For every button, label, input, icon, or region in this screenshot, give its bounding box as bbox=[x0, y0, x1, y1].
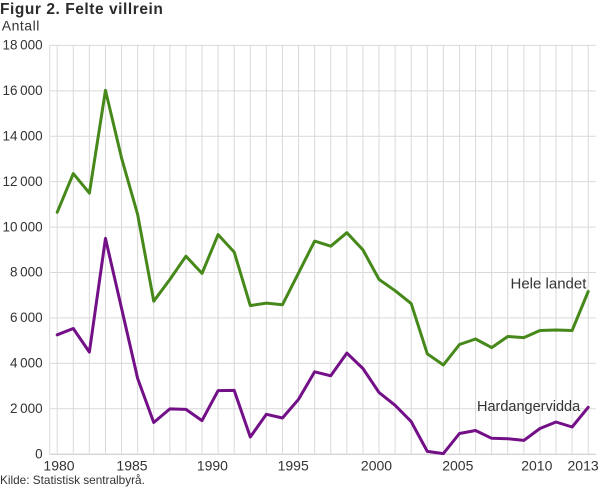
svg-text:8 000: 8 000 bbox=[10, 265, 43, 280]
svg-text:Kilde: Statistisk sentralbyrå.: Kilde: Statistisk sentralbyrå. bbox=[0, 473, 145, 487]
svg-text:2005: 2005 bbox=[442, 458, 473, 474]
svg-text:4 000: 4 000 bbox=[10, 356, 43, 371]
svg-text:2010: 2010 bbox=[521, 458, 552, 474]
svg-text:14 000: 14 000 bbox=[2, 128, 42, 143]
svg-text:16 000: 16 000 bbox=[2, 83, 42, 98]
svg-text:Antall: Antall bbox=[2, 17, 40, 33]
svg-text:18 000: 18 000 bbox=[2, 38, 42, 53]
svg-text:1980: 1980 bbox=[43, 458, 74, 474]
svg-text:2013: 2013 bbox=[568, 458, 599, 474]
svg-text:Hele landet: Hele landet bbox=[511, 276, 588, 293]
svg-text:10 000: 10 000 bbox=[2, 219, 42, 234]
svg-text:0: 0 bbox=[35, 446, 43, 461]
svg-text:1990: 1990 bbox=[197, 458, 228, 474]
svg-text:1995: 1995 bbox=[278, 458, 309, 474]
svg-text:6 000: 6 000 bbox=[10, 310, 43, 325]
svg-text:12 000: 12 000 bbox=[2, 174, 42, 189]
svg-text:1985: 1985 bbox=[116, 458, 147, 474]
svg-text:Figur 2. Felte villrein: Figur 2. Felte villrein bbox=[0, 1, 163, 18]
svg-text:2000: 2000 bbox=[361, 458, 392, 474]
svg-text:Hardangervidda: Hardangervidda bbox=[477, 399, 581, 415]
svg-text:2 000: 2 000 bbox=[10, 401, 43, 416]
